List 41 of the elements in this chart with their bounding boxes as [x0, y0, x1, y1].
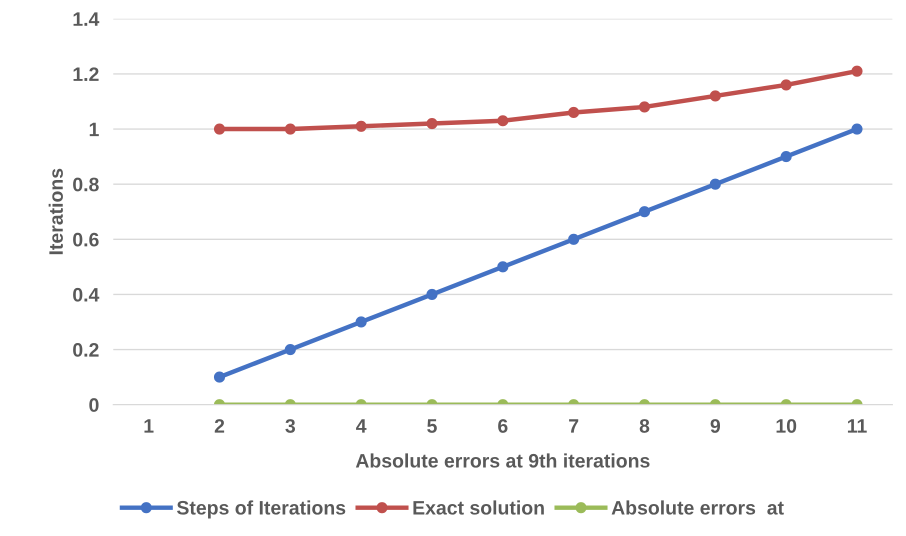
point — [710, 178, 721, 190]
point — [497, 115, 508, 126]
x-tick-label: 7 — [569, 419, 578, 433]
point — [214, 123, 226, 135]
legend-label: Absolute errors at — [612, 500, 784, 515]
point — [568, 234, 580, 245]
point — [284, 123, 296, 135]
point — [426, 288, 438, 300]
legend-label: Exact solution — [413, 500, 544, 515]
point — [568, 106, 580, 118]
y-tick-label: 0.2 — [73, 343, 99, 357]
x-tick-label: 11 — [848, 419, 867, 433]
y-tick-label: 0.6 — [73, 232, 99, 247]
x-axis-title: Absolute errors at 9th iterations — [356, 453, 650, 468]
point — [780, 151, 792, 162]
y-tick-label: 0.8 — [73, 178, 99, 192]
y-tick-label: 0.4 — [73, 288, 100, 302]
y-tick-label: 1.2 — [74, 67, 99, 81]
x-tick-label: 9 — [710, 419, 720, 433]
x-tick-label: 2 — [214, 419, 224, 433]
point — [710, 90, 721, 102]
point — [497, 261, 508, 272]
x-tick-label: 1 — [144, 419, 154, 433]
y-tick-label: 1.4 — [74, 12, 100, 26]
point — [638, 101, 650, 113]
x-tick-label: 10 — [776, 419, 796, 433]
x-tick-label: 5 — [427, 419, 437, 433]
point — [638, 206, 650, 218]
point — [780, 79, 792, 90]
legend-label: Steps of Iterations — [176, 500, 346, 518]
x-tick-label: 3 — [285, 419, 296, 433]
x-tick-label: 4 — [356, 419, 366, 433]
point — [851, 66, 863, 77]
y-tick-label: 0 — [89, 398, 99, 412]
y-tick-label: 1 — [90, 122, 99, 136]
point — [356, 120, 367, 132]
point — [851, 123, 863, 135]
x-tick-label: 8 — [640, 419, 650, 433]
x-tick-label: 6 — [498, 419, 508, 433]
y-axis-title: Iterations — [48, 168, 63, 254]
point — [426, 118, 438, 130]
